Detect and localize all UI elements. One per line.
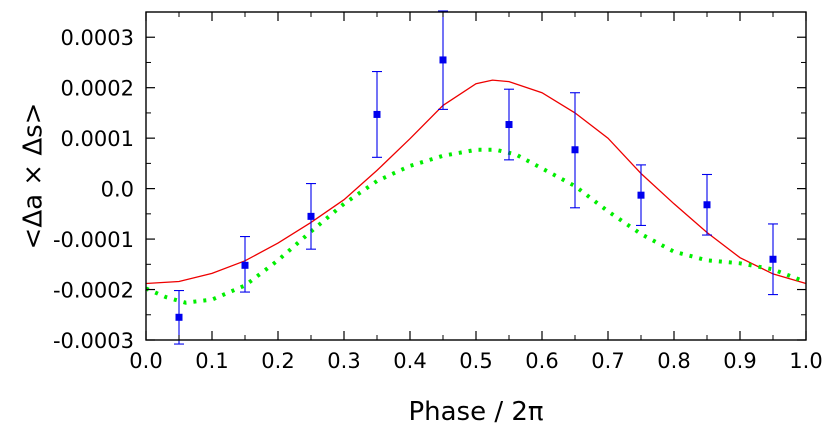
x-tick-label: 0.7 xyxy=(591,349,624,373)
point-marker xyxy=(307,212,315,220)
x-tick-label: 1.0 xyxy=(789,349,822,373)
point-marker xyxy=(505,121,513,129)
x-tick-label: 0.3 xyxy=(327,349,360,373)
x-tick-label: 0.2 xyxy=(261,349,294,373)
x-axis-title: Phase / 2π xyxy=(408,397,543,427)
x-tick-label: 0.1 xyxy=(195,349,228,373)
point-marker xyxy=(241,261,249,269)
y-tick-label: -0.0001 xyxy=(53,228,134,252)
curves-layer xyxy=(145,79,807,305)
x-tick-label: 0.6 xyxy=(525,349,558,373)
point-marker xyxy=(769,255,777,263)
data-point xyxy=(504,88,514,161)
data-point xyxy=(438,10,448,110)
plot-frame xyxy=(145,11,807,341)
y-tick-label: 0.0 xyxy=(101,178,134,202)
data-point xyxy=(372,70,382,158)
point-marker xyxy=(703,201,711,209)
x-tick-label: 0.0 xyxy=(129,349,162,373)
point-marker xyxy=(373,110,381,118)
y-tick-label: -0.0002 xyxy=(53,279,134,303)
dotted-curve-green xyxy=(145,147,807,305)
data-point xyxy=(702,173,712,236)
ticks-layer: 0.0 0.1 0.2 0.3 0.4 0.5 0.6 0.7 0.8 0.9 1.0 -0.0003… xyxy=(53,11,823,373)
y-tick-label: 0.0002 xyxy=(61,77,134,101)
y-tick-label: 0.0001 xyxy=(61,127,134,151)
point-marker xyxy=(637,191,645,199)
x-tick-label: 0.4 xyxy=(393,349,426,373)
data-points-layer xyxy=(174,10,778,345)
data-point xyxy=(240,236,250,293)
data-point xyxy=(570,92,580,209)
solid-curve-red xyxy=(145,79,807,285)
x-tick-label: 0.9 xyxy=(723,349,756,373)
data-point xyxy=(306,183,316,250)
data-point xyxy=(636,164,646,227)
x-tick-label: 0.5 xyxy=(459,349,492,373)
y-tick-label: -0.0003 xyxy=(53,329,134,353)
x-tick-label: 0.8 xyxy=(657,349,690,373)
point-marker xyxy=(439,56,447,64)
y-axis-title: <Δa × Δs> xyxy=(19,103,49,250)
y-tick-label: 0.0003 xyxy=(61,26,134,50)
data-point xyxy=(768,223,778,296)
point-marker xyxy=(571,146,579,154)
point-marker xyxy=(175,313,183,321)
